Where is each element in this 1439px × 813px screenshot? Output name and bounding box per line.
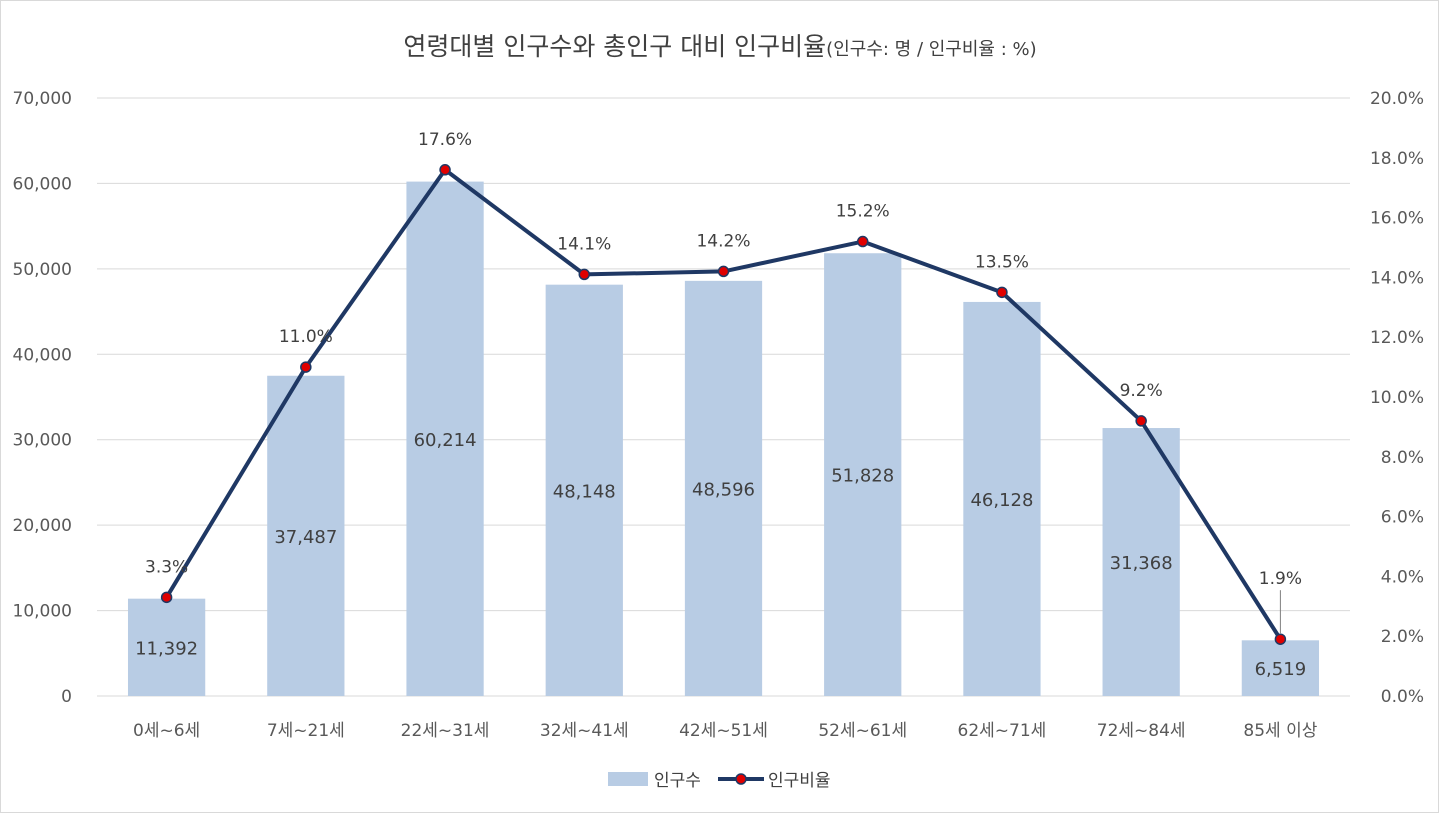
line-marker [1274, 633, 1287, 645]
bar [545, 284, 623, 696]
bar-series [127, 181, 1320, 697]
line-data-label: 1.9% [1259, 569, 1302, 589]
bar [963, 301, 1041, 696]
bar-data-label: 11,392 [135, 638, 198, 659]
bar-data-label: 31,368 [1110, 553, 1173, 574]
left-tick-label: 20,000 [13, 516, 72, 536]
right-tick-label: 6.0% [1381, 508, 1424, 528]
right-tick-label: 4.0% [1381, 567, 1424, 587]
bar [824, 253, 902, 697]
line-data-label: 17.6% [418, 130, 472, 150]
line-data-label: 3.3% [145, 557, 188, 577]
right-tick-label: 8.0% [1381, 448, 1424, 468]
line-data-label: 11.0% [279, 327, 333, 347]
legend-label-bar: 인구수 [654, 771, 701, 791]
bar [1241, 640, 1320, 696]
line-marker [717, 265, 730, 278]
bar-data-label: 37,487 [274, 527, 337, 548]
left-tick-label: 70,000 [13, 89, 72, 109]
bar [127, 598, 206, 696]
category-label: 22세~31세 [401, 721, 490, 741]
line-series [160, 164, 1287, 645]
right-tick-label: 10.0% [1370, 388, 1424, 408]
line-data-label: 14.2% [696, 231, 750, 251]
bar-labels: 11,392 37,487 60,214 48,148 48,596 51,828 46,1… [135, 430, 1306, 680]
left-axis: 0 10,000 20,000 30,000 40,000 50,000 60,000 70,… [13, 89, 72, 707]
chart-title: 연령대별 인구수와 총인구 대비 인구비율(인구수: 명 / 인구비율 : %) [403, 32, 1036, 61]
line-marker [996, 286, 1008, 299]
legend-swatch-bar [608, 772, 648, 786]
right-tick-label: 12.0% [1370, 328, 1424, 348]
category-axis: 0세~6세 7세~21세 22세~31세 32세~41세 42세~51세 52세~61세 6… [133, 721, 1318, 741]
legend: 인구수 인구비율 [608, 771, 831, 791]
category-label: 0세~6세 [133, 721, 200, 741]
category-label: 32세~41세 [540, 721, 629, 741]
line-labels: 3.3% 11.0% 17.6% 14.1% 14.2% 15.2% 13.5% 9.2% 1.… [145, 130, 1302, 634]
line-marker [160, 591, 173, 604]
bar-data-label: 46,128 [970, 490, 1033, 511]
chart-title-main: 연령대별 인구수와 총인구 대비 인구비율 [403, 32, 826, 61]
line-marker [578, 268, 591, 281]
category-label: 85세 이상 [1243, 721, 1317, 741]
category-label: 52세~61세 [818, 721, 907, 741]
left-tick-label: 10,000 [13, 602, 72, 622]
right-axis: 0.0% 2.0% 4.0% 6.0% 8.0% 10.0% 12.0% 14.0% 16.0%… [1370, 89, 1424, 707]
left-tick-label: 40,000 [13, 345, 72, 365]
right-tick-label: 14.0% [1370, 268, 1424, 288]
bar-data-label: 48,148 [553, 481, 616, 502]
bar [267, 375, 345, 696]
legend-label-line: 인구비율 [768, 771, 831, 791]
right-tick-label: 2.0% [1381, 627, 1424, 647]
bar [684, 280, 763, 696]
line-data-label: 9.2% [1120, 381, 1163, 401]
line-marker [439, 164, 451, 176]
category-label: 7세~21세 [267, 721, 345, 741]
bar [1102, 428, 1180, 696]
line-marker [300, 361, 312, 373]
line-marker [1135, 415, 1147, 427]
bar-data-label: 6,519 [1255, 659, 1307, 680]
right-tick-label: 20.0% [1370, 89, 1424, 109]
category-label: 62세~71세 [958, 721, 1047, 741]
left-tick-label: 0 [61, 687, 72, 707]
category-label: 42세~51세 [679, 721, 768, 741]
right-tick-label: 16.0% [1370, 209, 1424, 229]
chart-subtitle: (인구수: 명 / 인구비율 : %) [826, 39, 1036, 60]
legend-marker [735, 773, 747, 785]
left-tick-label: 30,000 [13, 431, 72, 451]
bar-data-label: 60,214 [414, 430, 477, 451]
line-data-label: 14.1% [557, 234, 611, 254]
category-label: 72세~84세 [1097, 721, 1186, 741]
right-tick-label: 18.0% [1370, 149, 1424, 169]
line-marker [856, 235, 869, 248]
left-tick-label: 50,000 [13, 260, 72, 280]
right-tick-label: 0.0% [1381, 687, 1424, 707]
bar-data-label: 48,596 [692, 479, 755, 500]
line-data-label: 15.2% [836, 202, 890, 222]
bar [406, 181, 484, 696]
bar-data-label: 51,828 [831, 466, 894, 487]
left-tick-label: 60,000 [13, 174, 72, 194]
line-data-label: 13.5% [975, 252, 1029, 272]
